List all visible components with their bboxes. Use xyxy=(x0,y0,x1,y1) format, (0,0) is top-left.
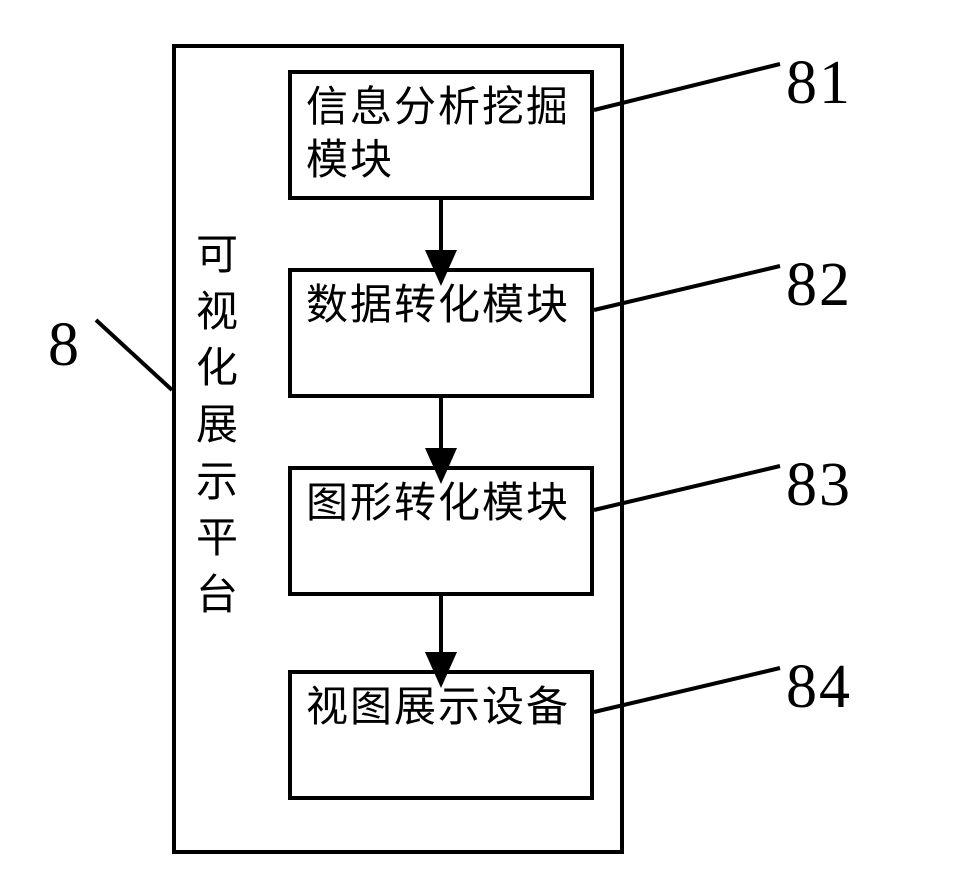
ref-label-8: 8 xyxy=(48,310,81,381)
module-label: 图形转化模块 xyxy=(306,478,570,531)
module-label: 信息分析挖掘模块 xyxy=(306,82,576,187)
ref-label-83: 83 xyxy=(786,450,852,521)
leader-line xyxy=(96,320,172,390)
ref-label-82: 82 xyxy=(786,250,852,321)
ref-label-81: 81 xyxy=(786,48,852,119)
module-label: 数据转化模块 xyxy=(306,280,570,333)
module-box-82: 数据转化模块 xyxy=(288,268,594,398)
module-box-83: 图形转化模块 xyxy=(288,466,594,596)
module-label: 视图展示设备 xyxy=(306,682,570,735)
diagram-canvas: 可视化展示平台 信息分析挖掘模块 数据转化模块 图形转化模块 视图展示设备 8 … xyxy=(0,0,968,876)
module-box-84: 视图展示设备 xyxy=(288,670,594,800)
ref-label-84: 84 xyxy=(786,652,852,723)
outer-container-label: 可视化展示平台 xyxy=(196,228,238,625)
module-box-81: 信息分析挖掘模块 xyxy=(288,70,594,200)
